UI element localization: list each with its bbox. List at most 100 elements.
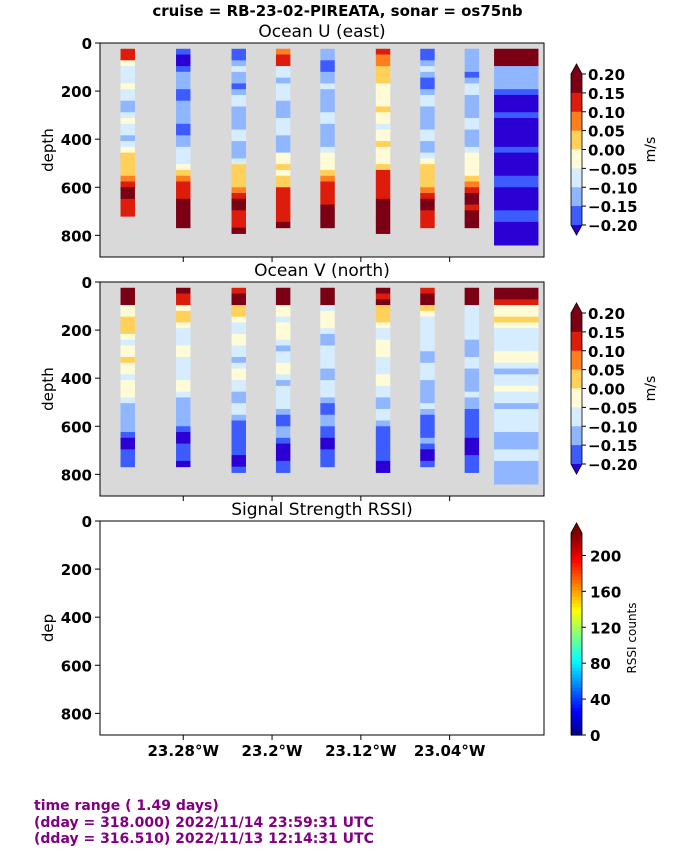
colorbar-segment <box>571 546 582 551</box>
heatmap-cell <box>231 391 246 398</box>
colorbar-segment <box>571 553 582 558</box>
heatmap-cell <box>231 94 246 102</box>
heatmap-cell <box>275 345 291 352</box>
heatmap-cell <box>176 385 191 393</box>
heatmap-cell <box>420 152 435 159</box>
heatmap-cell <box>494 368 539 375</box>
heatmap-cell <box>464 106 480 113</box>
colorbar-segment <box>571 580 582 585</box>
time-range-footer: time range ( 1.49 days) (dday = 318.000)… <box>34 798 374 848</box>
heatmap-cell <box>275 193 291 200</box>
heatmap-cell <box>120 77 135 84</box>
heatmap-cell <box>375 299 391 306</box>
heatmap-cell <box>275 83 291 90</box>
heatmap-cell <box>420 305 435 312</box>
heatmap-cell <box>375 164 391 171</box>
colorbar-tick-label: 0.15 <box>588 85 625 103</box>
heatmap-cell <box>231 414 246 421</box>
colorbar-segment <box>571 536 582 541</box>
heatmap-cell <box>420 414 435 421</box>
heatmap-cell <box>494 204 539 211</box>
heatmap-cell <box>464 204 480 211</box>
heatmap-cell <box>420 293 435 300</box>
heatmap-cell <box>494 397 539 404</box>
heatmap-cell <box>375 380 391 387</box>
heatmap-cell <box>494 408 539 416</box>
heatmap-cell <box>420 210 435 217</box>
colorbar-tick-label: −0.10 <box>588 418 638 436</box>
colorbar-segment <box>571 388 582 408</box>
heatmap-cell <box>320 94 335 102</box>
colorbar-tick-label: −0.20 <box>588 456 638 474</box>
heatmap-cell <box>120 135 135 142</box>
heatmap-cell <box>320 129 335 136</box>
panel-title: Ocean V (north) <box>254 261 390 281</box>
heatmap-cell <box>464 420 480 427</box>
heatmap-cell <box>464 210 480 217</box>
heatmap-cell <box>320 175 335 182</box>
heatmap-cell <box>420 187 435 194</box>
heatmap-cell <box>375 455 391 462</box>
heatmap-cell <box>420 66 435 73</box>
heatmap-cell <box>320 89 335 96</box>
heatmap-cell <box>464 77 480 84</box>
heatmap-cell <box>494 345 539 352</box>
heatmap-cell <box>464 216 480 223</box>
heatmap-cell <box>494 66 539 73</box>
colorbar-segment <box>571 168 582 188</box>
heatmap-cell <box>275 299 291 306</box>
heatmap-cell <box>464 305 480 312</box>
colorbar-segment <box>571 617 582 622</box>
heatmap-cell <box>420 123 435 131</box>
heatmap-cell <box>231 198 246 206</box>
heatmap-cell <box>320 362 335 370</box>
colorbar-segment <box>571 627 582 632</box>
colorbar-tick-label: 120 <box>590 619 621 637</box>
heatmap-cell <box>375 221 391 229</box>
heatmap-cell <box>231 345 246 352</box>
heatmap-cell <box>176 426 191 433</box>
heatmap-cell <box>120 397 135 404</box>
heatmap-cell <box>420 397 435 404</box>
heatmap-cell <box>176 141 191 148</box>
heatmap-cell <box>176 77 191 84</box>
x-tick-label: 23.28°W <box>148 742 220 760</box>
heatmap-cell <box>420 316 435 323</box>
heatmap-cell <box>464 146 480 154</box>
heatmap-cell <box>176 420 191 427</box>
heatmap-cell <box>231 118 246 125</box>
heatmap-cell <box>494 414 539 421</box>
colorbar-segment <box>571 650 582 655</box>
heatmap-cell <box>375 397 391 404</box>
heatmap-cell <box>494 216 539 223</box>
heatmap-cell <box>320 391 335 398</box>
y-tick-label: 0 <box>82 274 92 292</box>
heatmap-cell <box>120 391 135 398</box>
heatmap-cell <box>464 169 480 177</box>
heatmap-cell <box>176 106 191 113</box>
heatmap-cell <box>375 368 391 375</box>
heatmap-cell <box>464 397 480 404</box>
heatmap-cell <box>231 432 246 439</box>
heatmap-cell <box>464 310 480 318</box>
heatmap-cell <box>275 94 291 102</box>
heatmap-cell <box>176 449 191 456</box>
y-tick-label: 800 <box>61 705 92 723</box>
colorbar-segment <box>571 590 582 595</box>
heatmap-cell <box>176 437 191 445</box>
colorbar-segment <box>571 596 582 601</box>
heatmap-cell <box>494 100 539 107</box>
heatmap-cell <box>231 437 246 445</box>
heatmap-cell <box>231 169 246 177</box>
colorbar-segment <box>571 704 582 709</box>
heatmap-cell <box>464 112 480 119</box>
heatmap-cell <box>420 169 435 177</box>
heatmap-cell <box>176 175 191 182</box>
heatmap-cell <box>494 380 539 387</box>
heatmap-cell <box>176 316 191 323</box>
heatmap-cell <box>494 357 539 364</box>
colorbar-tick-label: 160 <box>590 583 621 601</box>
heatmap-cell <box>375 408 391 416</box>
heatmap-cell <box>375 449 391 456</box>
